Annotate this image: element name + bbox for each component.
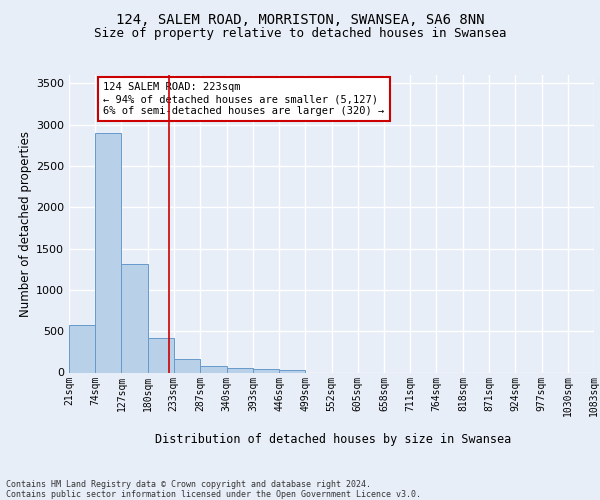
Y-axis label: Number of detached properties: Number of detached properties xyxy=(19,130,32,317)
Bar xyxy=(148,338,174,372)
Bar xyxy=(279,370,305,372)
Bar xyxy=(253,369,279,372)
Bar xyxy=(121,264,148,372)
Bar xyxy=(174,360,200,372)
Bar xyxy=(200,366,227,372)
Text: Size of property relative to detached houses in Swansea: Size of property relative to detached ho… xyxy=(94,27,506,40)
Text: 124 SALEM ROAD: 223sqm
← 94% of detached houses are smaller (5,127)
6% of semi-d: 124 SALEM ROAD: 223sqm ← 94% of detached… xyxy=(103,82,385,116)
Bar xyxy=(227,368,253,372)
Text: Distribution of detached houses by size in Swansea: Distribution of detached houses by size … xyxy=(155,432,511,446)
Text: Contains HM Land Registry data © Crown copyright and database right 2024.
Contai: Contains HM Land Registry data © Crown c… xyxy=(6,480,421,499)
Bar xyxy=(69,324,95,372)
Text: 124, SALEM ROAD, MORRISTON, SWANSEA, SA6 8NN: 124, SALEM ROAD, MORRISTON, SWANSEA, SA6… xyxy=(116,13,484,27)
Bar xyxy=(95,133,121,372)
